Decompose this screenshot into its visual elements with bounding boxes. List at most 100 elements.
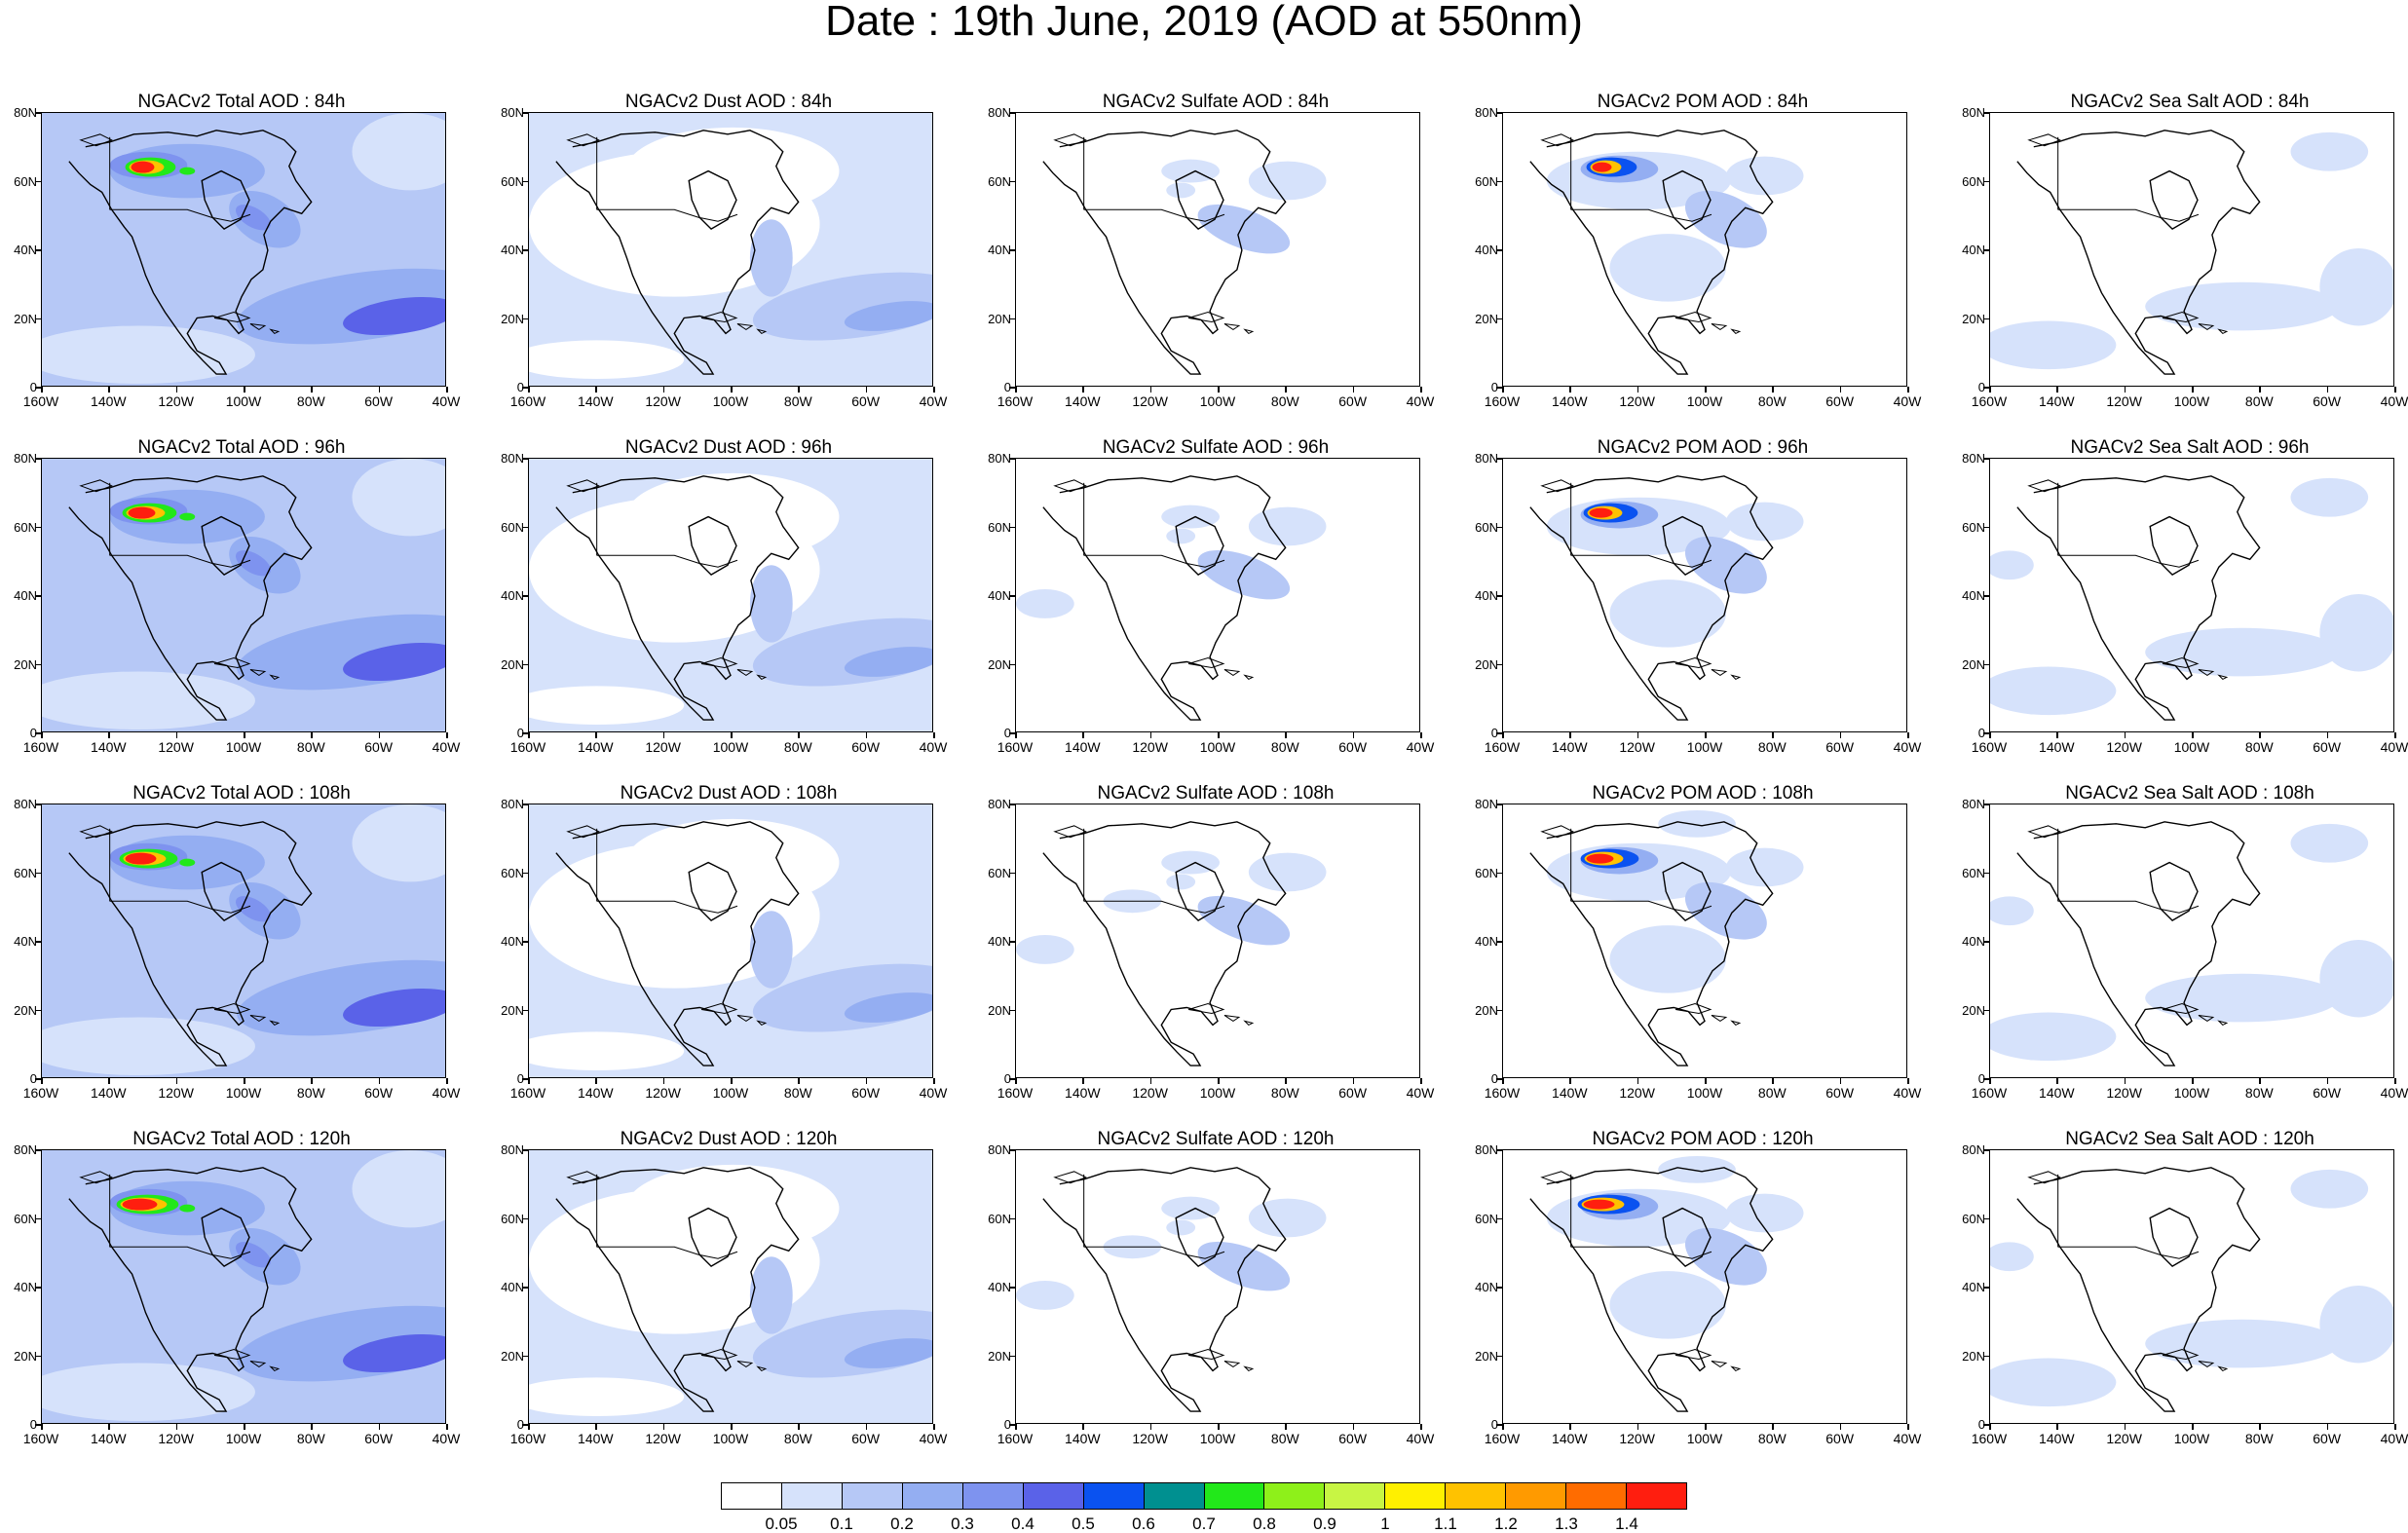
x-tick-label: 140W xyxy=(578,393,614,409)
x-tick-label: 40W xyxy=(1406,1085,1435,1101)
x-tick-label: 40W xyxy=(432,393,461,409)
x-tick xyxy=(446,1078,448,1084)
colorbar-swatch xyxy=(842,1483,903,1509)
colorbar-label: 0.4 xyxy=(1011,1514,1035,1533)
y-tick-label: 40N xyxy=(1962,934,1985,949)
panel-title: NGACv2 Total AOD : 108h xyxy=(132,783,351,804)
x-tick xyxy=(731,387,733,393)
y-tick xyxy=(1496,732,1502,734)
y-tick xyxy=(1983,1009,1989,1011)
x-tick xyxy=(1705,732,1707,738)
x-tick xyxy=(933,387,935,393)
colorbar-label: 1.2 xyxy=(1494,1514,1518,1533)
panel-title: NGACv2 Sea Salt AOD : 84h xyxy=(2070,92,2310,112)
x-tick xyxy=(1989,387,1991,393)
aod-map xyxy=(1015,1149,1420,1424)
x-tick xyxy=(311,732,313,738)
x-tick-label: 80W xyxy=(783,739,812,755)
colorbar-label: 0.6 xyxy=(1132,1514,1155,1533)
x-tick xyxy=(378,387,381,393)
x-tick xyxy=(1772,1424,1774,1430)
x-tick-label: 100W xyxy=(1686,739,1723,755)
x-tick-label: 60W xyxy=(851,739,881,755)
colorbar-label: 1.1 xyxy=(1434,1514,1457,1533)
x-tick-label: 120W xyxy=(645,1431,681,1446)
x-tick-label: 100W xyxy=(2173,739,2210,755)
x-tick xyxy=(1772,1078,1774,1084)
x-tick-label: 120W xyxy=(158,393,194,409)
x-tick xyxy=(244,387,245,393)
aod-map xyxy=(1502,1149,1907,1424)
x-tick xyxy=(528,732,530,738)
x-tick xyxy=(1502,732,1504,738)
x-tick-label: 140W xyxy=(2039,1085,2075,1101)
panel-title: NGACv2 POM AOD : 96h xyxy=(1597,437,1809,458)
page-title: Date : 19th June, 2019 (AOD at 550nm) xyxy=(825,0,1583,45)
x-tick xyxy=(662,1078,665,1084)
map-panel-total-108h: NGACv2 Total AOD : 108h 80N 60N 40N 20N 0 160W… xyxy=(0,783,460,1105)
x-tick-label: 140W xyxy=(1065,1085,1101,1101)
y-tick xyxy=(1983,458,1989,460)
y-tick-label: 80N xyxy=(1962,451,1985,466)
panel-title: NGACv2 Total AOD : 96h xyxy=(137,437,346,458)
y-tick-label: 60N xyxy=(1962,519,1985,535)
y-tick xyxy=(35,112,41,114)
x-tick-label: 140W xyxy=(1065,1431,1101,1446)
y-tick-label: 20N xyxy=(988,1348,1011,1364)
x-tick xyxy=(311,1424,313,1430)
y-tick xyxy=(1983,1424,1989,1426)
x-tick xyxy=(108,387,110,393)
aod-colorbar xyxy=(721,1482,1687,1510)
x-tick-label: 40W xyxy=(1406,393,1435,409)
panel-title: NGACv2 Sulfate AOD : 120h xyxy=(1097,1129,1335,1149)
aod-map xyxy=(41,458,446,732)
y-tick-label: 20N xyxy=(501,1348,524,1364)
y-tick xyxy=(1983,318,1989,319)
x-tick xyxy=(1420,387,1422,393)
y-tick xyxy=(522,318,528,319)
x-tick-label: 80W xyxy=(1757,739,1787,755)
y-tick-label: 40N xyxy=(988,934,1011,949)
y-tick xyxy=(1009,1078,1015,1080)
x-tick xyxy=(1907,1078,1909,1084)
x-tick xyxy=(1989,1078,1991,1084)
x-tick-label: 100W xyxy=(712,739,749,755)
x-tick-label: 60W xyxy=(1825,1431,1855,1446)
x-tick xyxy=(1907,1424,1909,1430)
x-tick xyxy=(2124,387,2126,393)
x-tick xyxy=(2326,732,2329,738)
x-tick-label: 40W xyxy=(919,393,948,409)
x-tick xyxy=(108,1424,110,1430)
y-tick-label: 40N xyxy=(1475,588,1498,603)
x-tick-label: 140W xyxy=(578,1085,614,1101)
x-tick xyxy=(446,387,448,393)
x-tick-label: 160W xyxy=(509,393,546,409)
x-tick xyxy=(1989,732,1991,738)
y-tick-label: 80N xyxy=(1962,1142,1985,1157)
y-tick xyxy=(522,1009,528,1011)
y-tick xyxy=(1496,458,1502,460)
panel-title: NGACv2 Dust AOD : 120h xyxy=(620,1129,838,1149)
y-tick-label: 60N xyxy=(501,519,524,535)
y-tick xyxy=(522,526,528,528)
y-tick xyxy=(1009,458,1015,460)
x-tick-label: 60W xyxy=(1338,393,1368,409)
x-tick xyxy=(1420,1424,1422,1430)
y-tick-label: 80N xyxy=(988,797,1011,811)
x-tick xyxy=(731,1424,733,1430)
y-tick-label: 60N xyxy=(988,519,1011,535)
y-tick xyxy=(522,1078,528,1080)
map-panel-pom-120h: NGACv2 POM AOD : 120h 80N 60N 40N 20N 0 160W 14… xyxy=(1461,1130,1921,1451)
x-tick xyxy=(1839,732,1842,738)
y-tick-label: 40N xyxy=(14,1280,37,1294)
y-tick-label: 20N xyxy=(1475,311,1498,326)
x-tick xyxy=(2259,1078,2261,1084)
x-tick xyxy=(2394,387,2396,393)
y-tick-label: 20N xyxy=(1962,656,1985,672)
y-tick-label: 60N xyxy=(1475,865,1498,880)
map-panel-seasalt-84h: NGACv2 Sea Salt AOD : 84h 80N 60N 40N 20N 0 16… xyxy=(1948,92,2408,414)
y-tick-label: 0 xyxy=(29,1071,37,1086)
y-tick xyxy=(1983,1287,1989,1289)
x-tick xyxy=(244,732,245,738)
colorbar-swatch xyxy=(1506,1483,1567,1509)
